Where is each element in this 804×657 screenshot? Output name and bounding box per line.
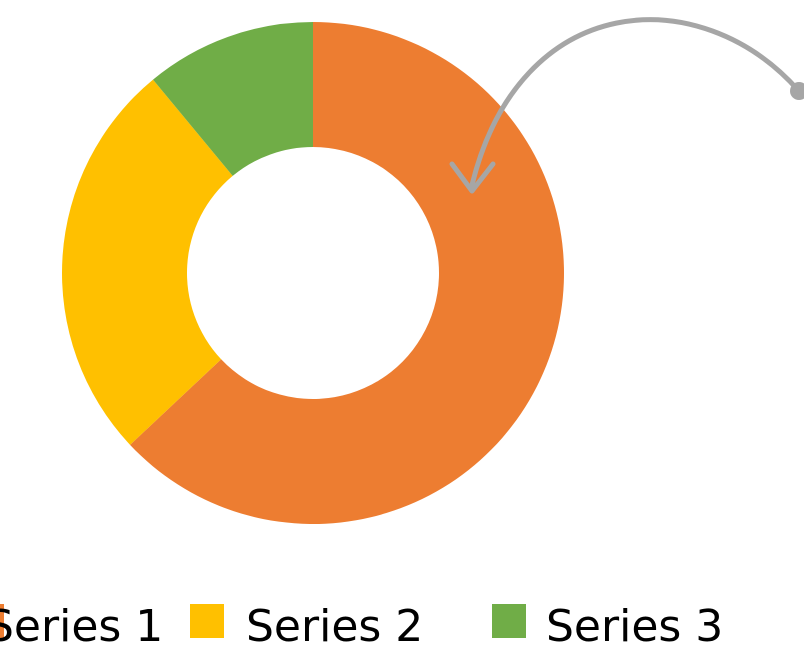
curved-arrow-annotation [449,17,804,194]
legend-swatch-series-1 [0,604,4,638]
legend-item-series-2: Series 2 [190,601,423,652]
chart-legend: Series 1 Series 2 Series 3 [0,601,723,652]
legend-swatch-series-2 [190,604,224,638]
slice-series-2 [61,79,233,445]
annotation-start-dot [790,82,804,100]
annotation-arrowhead-icon [449,161,496,194]
doughnut-slices [61,22,564,524]
slice-series-1 [130,22,564,524]
legend-swatch-series-3 [492,604,526,638]
legend-label-series-2: Series 2 [246,601,423,652]
legend-label-series-3: Series 3 [546,601,723,652]
annotation-arrow-curve [469,17,801,188]
legend-item-series-3: Series 3 [492,601,723,652]
legend-item-series-1: Series 1 [0,601,163,652]
slice-series-3 [153,22,313,176]
legend-label-series-1: Series 1 [0,601,163,652]
